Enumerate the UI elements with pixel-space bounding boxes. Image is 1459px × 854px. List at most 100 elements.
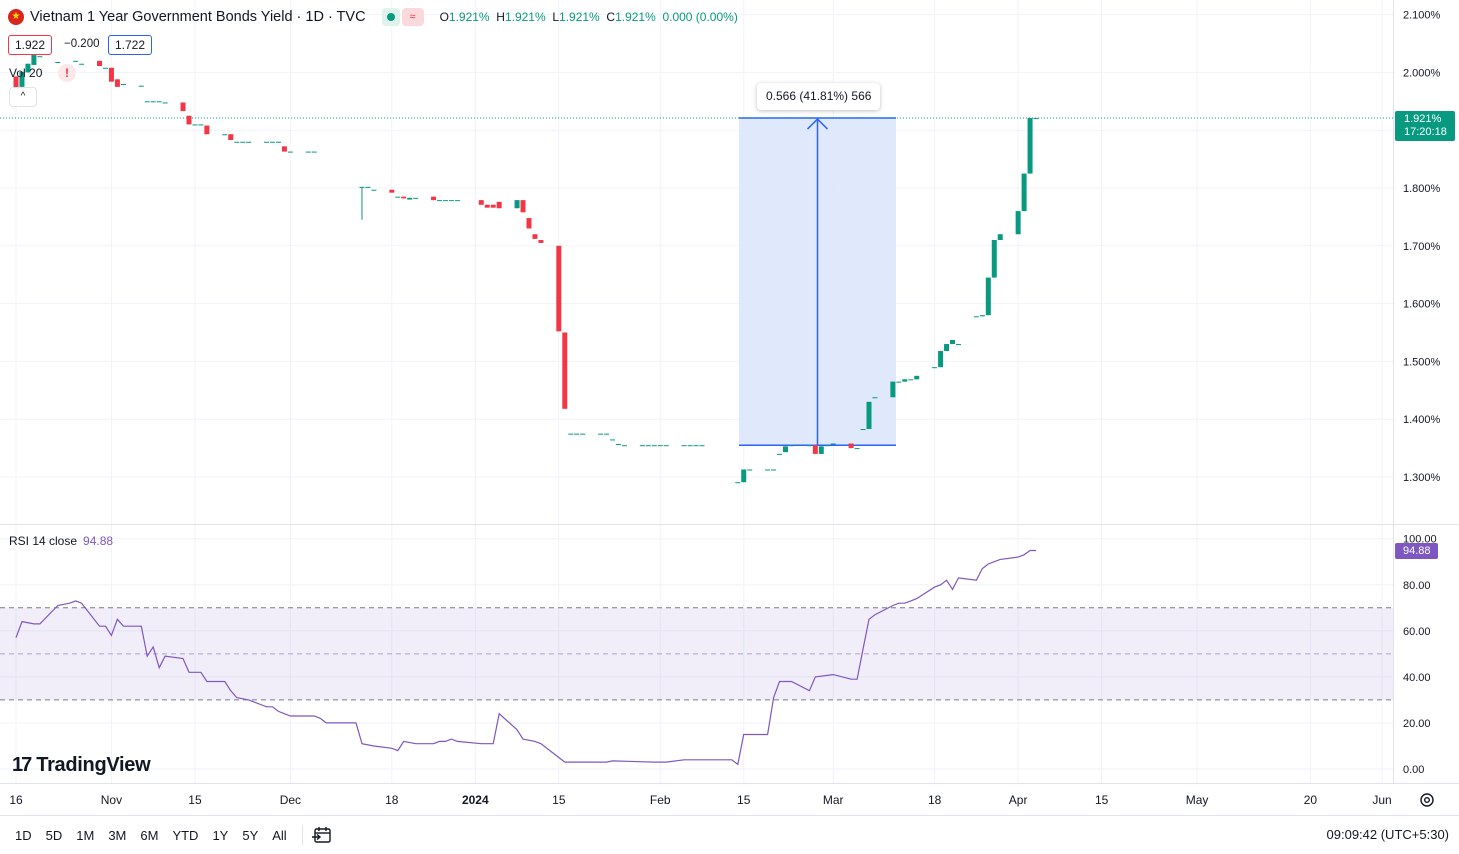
candle-body: [598, 433, 604, 435]
volume-legend[interactable]: Vol 20: [9, 66, 43, 80]
range-5y-button[interactable]: 5Y: [242, 827, 259, 843]
vietnam-flag-icon: ★: [8, 9, 24, 25]
tradingview-logo-icon: 17: [12, 754, 32, 776]
candle-body: [484, 204, 490, 208]
candle-body: [13, 76, 19, 90]
candle-body: [108, 67, 114, 82]
chart-canvas[interactable]: 2.100% 2.000% 1.800% 1.700% 1.600% 1.500% 1.40…: [0, 0, 1459, 815]
market-open-icon[interactable]: [381, 8, 400, 26]
candle: [431, 196, 437, 201]
range-1m-button[interactable]: 1M: [76, 827, 95, 843]
candle: [526, 218, 532, 229]
candle: [651, 445, 657, 447]
candle-body: [944, 344, 950, 351]
candle-body: [777, 453, 783, 455]
candle-body: [681, 445, 687, 447]
rsi-axis-label: 20.00: [1403, 718, 1431, 730]
range-ytd-button[interactable]: YTD: [172, 827, 199, 843]
price-axis-label: 1.500%: [1403, 356, 1441, 368]
symbol-title[interactable]: Vietnam 1 Year Government Bonds Yield · …: [30, 9, 366, 25]
close-label: C: [606, 10, 616, 24]
time-axis-label: 18: [928, 793, 942, 807]
rsi-last-label: 94.88: [1395, 543, 1438, 559]
candle: [1027, 118, 1033, 174]
time-axis-label: May: [1186, 793, 1209, 807]
candle: [532, 234, 538, 239]
candle-body: [442, 200, 448, 202]
sell-price-button[interactable]: 1.922: [8, 35, 53, 55]
rsi-axis-label: 60.00: [1403, 626, 1431, 638]
candle-body: [818, 446, 824, 454]
candle-body: [437, 200, 443, 202]
candle: [782, 446, 788, 453]
candle: [79, 63, 85, 65]
clock-timezone[interactable]: 09:09:42 (UTC+5:30): [1326, 827, 1449, 842]
candle: [806, 445, 812, 447]
candle-body: [604, 433, 610, 435]
candle-body: [311, 151, 317, 153]
candle-body: [305, 151, 311, 153]
candle: [818, 446, 824, 454]
open-value: 1.921%: [448, 10, 490, 24]
candle-body: [55, 61, 61, 63]
range-1d-button[interactable]: 1D: [15, 827, 32, 843]
candle-body: [812, 445, 818, 454]
candle-body: [198, 124, 204, 126]
candle-body: [830, 443, 836, 445]
candle-body: [914, 375, 920, 380]
candle: [932, 367, 938, 369]
candle: [192, 124, 198, 126]
bottom-toolbar: 1D 5D 1M 3M 6M YTD 1Y 5Y All 09:09:42 (U…: [0, 815, 1459, 854]
candle-body: [568, 433, 574, 435]
axis-settings-icon[interactable]: [1418, 791, 1436, 809]
range-1y-button[interactable]: 1Y: [212, 827, 229, 843]
candle: [639, 445, 645, 447]
candle: [979, 315, 985, 317]
time-axis-label: Mar: [823, 793, 844, 807]
candle: [896, 381, 902, 383]
candle: [562, 332, 568, 409]
candle: [663, 445, 669, 447]
candle-body: [269, 141, 275, 143]
rsi-axis-label: 0.00: [1403, 764, 1424, 776]
buy-price-button[interactable]: 1.722: [108, 35, 153, 55]
candle-body: [741, 469, 747, 483]
candle-body: [490, 204, 496, 208]
candle-body: [574, 433, 580, 435]
ohlc-values: O1.921% H1.921% L1.921% C1.921% 0.000 (0…: [440, 10, 738, 24]
tradingview-logo-text: TradingView: [36, 754, 151, 776]
delayed-data-icon[interactable]: ≈: [401, 8, 424, 26]
candle-body: [896, 381, 902, 383]
spread-value: −0.200: [64, 38, 100, 50]
candle: [204, 125, 210, 135]
price-axis-label: 1.600%: [1403, 299, 1441, 311]
range-5d-button[interactable]: 5D: [45, 827, 63, 843]
high-label: H: [496, 10, 505, 24]
candle: [514, 200, 520, 209]
candle: [556, 245, 562, 332]
range-3m-button[interactable]: 3M: [108, 827, 127, 843]
candle: [777, 453, 783, 455]
go-to-date-icon[interactable]: [311, 826, 333, 844]
candle: [693, 445, 699, 447]
candle-body: [872, 397, 878, 399]
warning-icon[interactable]: !: [58, 64, 76, 82]
candle-body: [102, 67, 108, 69]
candle-body: [532, 234, 538, 239]
candle-body: [192, 124, 198, 126]
range-all-button[interactable]: All: [272, 827, 287, 843]
candle-body: [973, 316, 979, 318]
range-6m-button[interactable]: 6M: [140, 827, 159, 843]
collapse-legend-button[interactable]: ^: [9, 87, 37, 107]
tradingview-logo[interactable]: 17 TradingView: [12, 754, 151, 777]
candle-body: [275, 141, 281, 143]
time-axis-label: Apr: [1009, 793, 1028, 807]
candle: [997, 234, 1003, 241]
candle: [520, 200, 526, 213]
candle: [747, 469, 753, 471]
time-axis-label: Feb: [650, 793, 671, 807]
candle: [371, 189, 377, 191]
rsi-legend[interactable]: RSI 14 close 94.88: [9, 534, 113, 548]
candle: [180, 102, 186, 112]
candle: [955, 344, 961, 346]
